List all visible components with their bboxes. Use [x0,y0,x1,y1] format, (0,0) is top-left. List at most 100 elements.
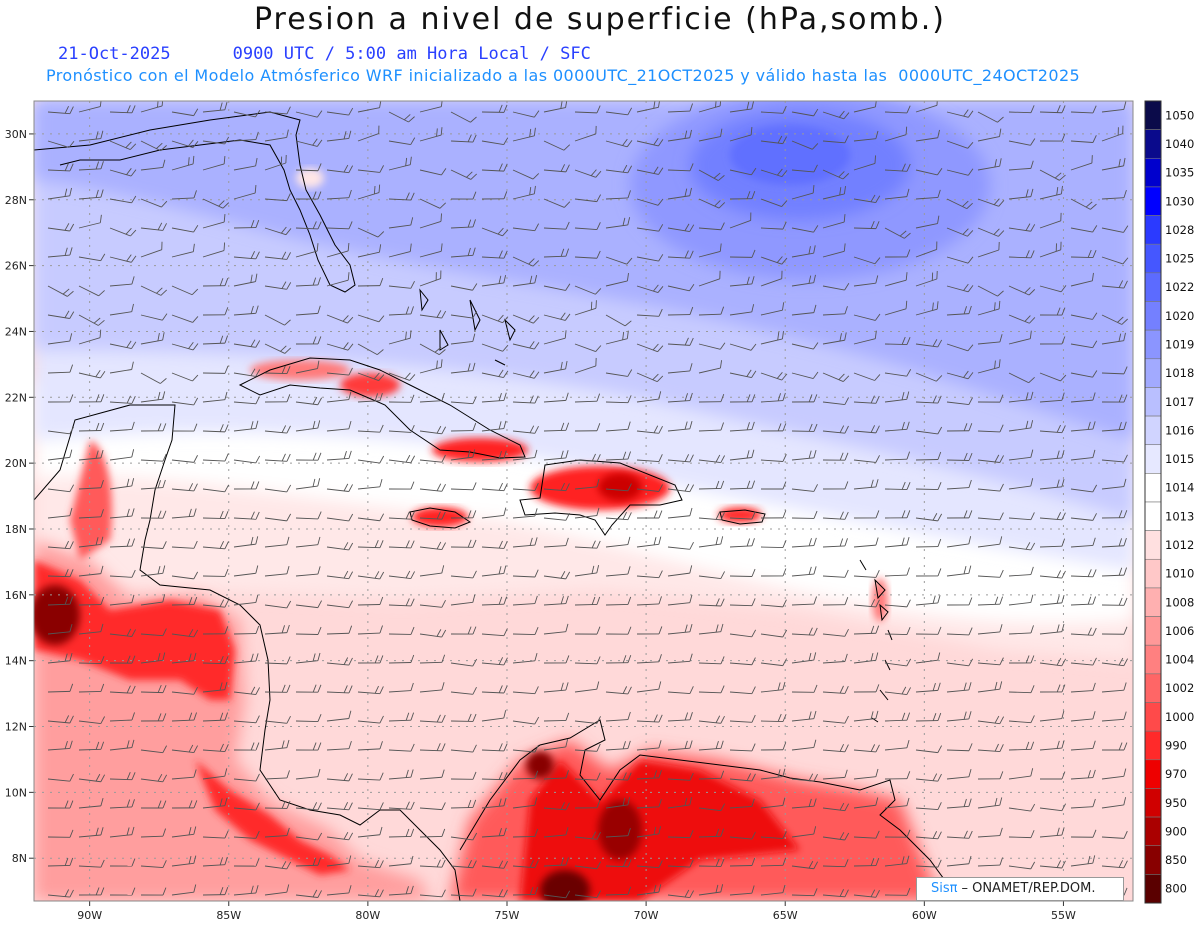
wind-barb [1039,307,1066,316]
wind-barb [946,479,972,490]
wind-barb [605,859,632,868]
wind-barb [388,454,416,464]
wind-barb [884,481,911,491]
wind-barb [543,655,570,664]
wind-barb [543,827,569,838]
wind-barb [140,198,168,208]
wind-barb [264,394,291,403]
wind-barb [47,596,74,606]
wind-barb [1101,768,1127,780]
wind-barb [884,451,911,461]
wind-barb [729,449,755,461]
wind-barb [78,161,104,171]
wind-barb [946,305,972,316]
legend-level-label: 1006 [1165,624,1194,638]
wind-barb [1008,223,1036,232]
wind-barb [1008,625,1034,635]
legend-swatch [1144,329,1162,360]
wind-barb [822,511,849,520]
wind-barb [853,569,880,578]
wind-barb [760,831,787,840]
wind-barb [1008,685,1035,694]
wind-barb [574,626,601,635]
wind-barb [78,369,106,379]
wind-barb [667,306,694,316]
wind-barb [481,540,508,549]
wind-barb [171,190,197,200]
wind-barb [481,565,507,577]
wind-barb [946,397,973,405]
legend-swatch [1144,100,1162,130]
wind-barb [233,368,261,377]
wind-barb [1101,394,1128,403]
wind-barb [698,169,725,181]
wind-barb [140,332,165,345]
wind-barb [233,396,260,405]
wind-barb [450,686,477,695]
wind-barb [760,713,787,723]
wind-barb [264,453,291,462]
wind-barb [450,111,477,123]
wind-barb [1008,715,1035,724]
wind-barb [884,712,911,722]
wind-barb [264,739,290,751]
wind-barb [295,511,322,520]
wind-barb [512,370,540,379]
wind-barb [760,599,787,608]
wind-barb [450,888,477,897]
wind-barb [202,886,229,896]
wind-barb [791,304,817,316]
wind-barb [1008,420,1034,432]
wind-barb [388,137,416,145]
wind-barb [78,827,104,838]
wind-barb [233,511,260,520]
wind-barb [171,596,198,606]
wind-barb [233,251,260,260]
legend-level-label: 1035 [1165,166,1194,180]
wind-barb [1039,570,1066,579]
wind-barb [543,537,569,548]
jamaica-coast [409,507,472,529]
wind-barbs [47,101,1129,899]
lat-label: 20N [5,457,27,470]
wind-barb [264,684,291,693]
wind-barb [574,772,601,781]
axis-ticks: 30N 28N 26N 24N 22N 20N 18N 16N 14N 12N 10N 8N 90W 85… [5,128,1076,922]
wind-barb [822,597,849,606]
south-america-coast [459,719,961,901]
wind-barb [233,157,258,171]
wind-barb [915,595,941,606]
lat-label: 10N [5,786,27,799]
wind-barb [388,111,415,123]
wind-barb [450,832,478,841]
wind-barb [791,798,817,809]
wind-barb [388,769,414,780]
wind-barb [233,185,257,200]
wind-barb [729,568,756,577]
wind-barb [450,169,478,180]
wind-barb [760,857,787,867]
legend-level-label: 1040 [1165,137,1194,151]
wind-barb [140,800,167,809]
wind-barb [543,482,570,492]
wind-barb [512,256,540,267]
wind-barb [78,394,105,403]
wind-barb [326,657,353,666]
wind-barb [264,566,290,577]
wind-barb [481,657,508,666]
legend-level-label: 1004 [1165,653,1194,667]
wind-barb [760,135,788,145]
wind-barb [605,217,631,229]
wind-barb [109,739,135,751]
wind-barb [264,800,291,809]
legend-swatch [1144,845,1162,875]
wind-barb [698,571,725,579]
wind-barb [667,337,694,346]
legend-level-label: 800 [1165,882,1187,896]
wind-barb [109,569,136,578]
lat-label: 28N [5,194,27,207]
wind-barb [667,712,693,722]
wind-barb [109,478,135,490]
lon-label: 80W [355,909,380,922]
wind-barb [1008,449,1034,461]
